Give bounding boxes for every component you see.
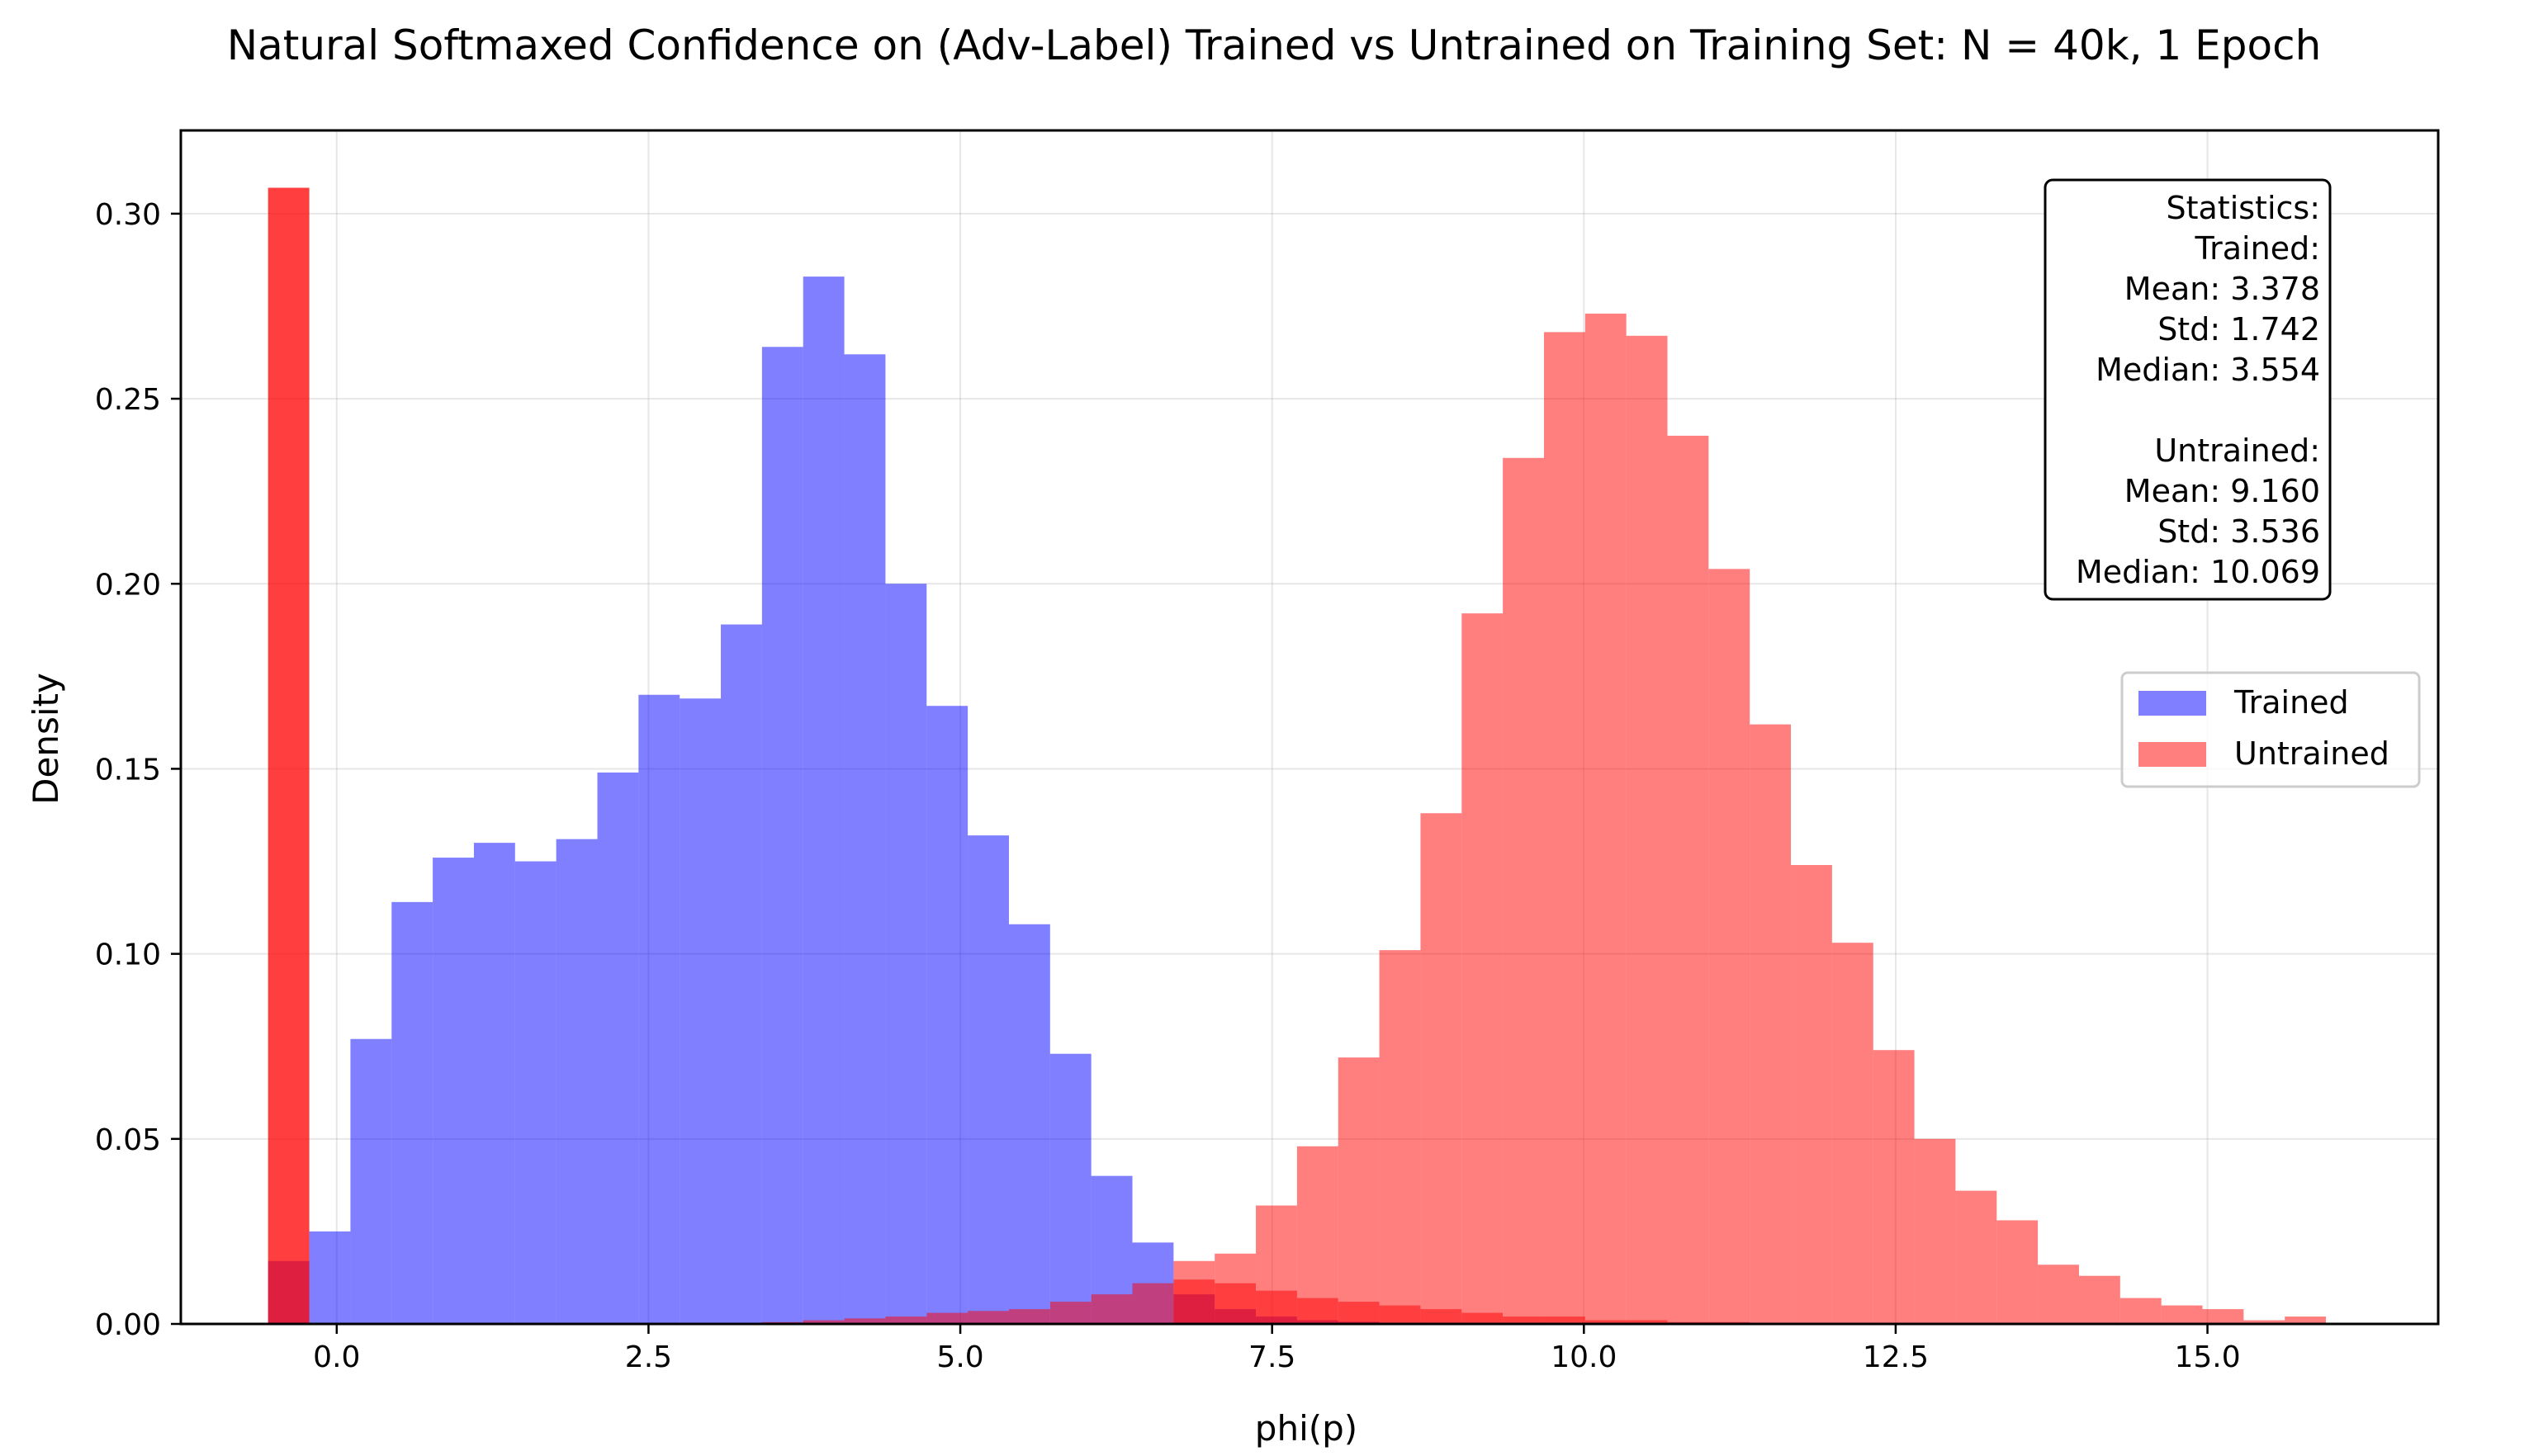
- y-tick-label: 0.10: [95, 938, 161, 972]
- trained-bar: [1049, 1053, 1092, 1324]
- untrained-bar: [2285, 1317, 2327, 1324]
- trained-bar: [391, 901, 433, 1324]
- untrained-bar: [2202, 1309, 2244, 1324]
- untrained-bar: [1914, 1138, 1956, 1324]
- legend-label-trained: Trained: [2233, 684, 2349, 721]
- stats-line: Std: 3.536: [2157, 513, 2320, 550]
- trained-bar: [761, 347, 803, 1325]
- trained-bar: [638, 694, 680, 1324]
- untrained-bar: [1708, 569, 1750, 1324]
- trained-bar: [597, 772, 639, 1324]
- statistics-box-frame: [2044, 178, 2332, 601]
- statistics-box: Statistics: Trained: Mean: 3.378 Std: 1.…: [2044, 178, 2332, 601]
- chart-title: Natural Softmaxed Confidence on (Adv-Lab…: [227, 21, 2322, 69]
- untrained-low-bar: [885, 1317, 927, 1324]
- x-tick-label: 0.0: [313, 1340, 360, 1374]
- plot-frame: [179, 129, 2440, 1326]
- stats-line: Median: 3.554: [2096, 352, 2320, 388]
- histogram-bars: [268, 187, 2327, 1325]
- trained-bar: [968, 835, 1009, 1324]
- trained-bar: [926, 706, 969, 1324]
- untrained-bar: [1215, 1253, 1257, 1324]
- trained-bar: [556, 839, 598, 1324]
- untrained-bar: [1584, 313, 1627, 1324]
- x-tick-label: 15.0: [2174, 1340, 2240, 1374]
- untrained-bar: [1379, 950, 1421, 1324]
- untrained-bar: [1296, 1146, 1338, 1324]
- x-tick-label: 7.5: [1248, 1340, 1295, 1374]
- stats-line: Trained:: [2195, 230, 2320, 267]
- stats-line: Mean: 9.160: [2124, 473, 2320, 509]
- y-tick-label: 0.15: [95, 753, 161, 787]
- y-tick-label: 0.20: [95, 568, 161, 602]
- trained-bar: [514, 861, 556, 1324]
- untrained-bar: [1996, 1220, 2039, 1324]
- untrained-low-bar: [803, 1320, 845, 1324]
- legend-swatch-trained: [2138, 691, 2206, 716]
- trained-bar: [433, 858, 474, 1324]
- x-tick-label: 5.0: [936, 1340, 983, 1374]
- untrained-low-bar: [844, 1318, 886, 1324]
- untrained-bar: [1420, 813, 1462, 1324]
- untrained-bar: [1503, 457, 1544, 1324]
- stats-line: Mean: 3.378: [2124, 271, 2320, 307]
- legend-label-untrained: Untrained: [2234, 735, 2389, 772]
- untrained-bar: [2243, 1320, 2285, 1324]
- axes: [171, 129, 2440, 1334]
- trained-bar: [803, 277, 845, 1325]
- untrained-bar: [1791, 865, 1832, 1324]
- untrained-low-bar: [1049, 1302, 1092, 1324]
- legend-swatch-untrained: [2138, 742, 2206, 767]
- trained-bar: [473, 843, 515, 1324]
- x-axis-label: phi(p): [1255, 1408, 1357, 1449]
- stats-line: Untrained:: [2154, 433, 2320, 469]
- untrained-bar: [268, 187, 310, 1324]
- stats-line: Median: 10.069: [2076, 554, 2320, 590]
- y-tick-label: 0.00: [95, 1308, 161, 1342]
- trained-bar: [844, 354, 886, 1324]
- untrained-bar: [2119, 1298, 2162, 1324]
- untrained-bar: [1173, 1260, 1215, 1324]
- stats-line: Std: 1.742: [2157, 311, 2320, 347]
- untrained-bar: [1461, 613, 1504, 1324]
- stats-line: Statistics:: [2166, 190, 2320, 226]
- untrained-low-bar: [1132, 1283, 1174, 1324]
- untrained-low-bar: [926, 1312, 969, 1324]
- y-axis-label: Density: [26, 673, 66, 805]
- untrained-bar: [1256, 1205, 1297, 1324]
- x-tick-label: 2.5: [625, 1340, 672, 1374]
- trained-bar: [350, 1038, 392, 1324]
- trained-bar: [1008, 924, 1050, 1324]
- untrained-bar: [1750, 724, 1792, 1324]
- tick-labels: 0.0 2.5 5.0 7.5 10.0 12.5 15.0 0.00 0.05 0.10 0.15…: [95, 198, 2241, 1374]
- x-tick-label: 10.0: [1551, 1340, 1617, 1374]
- untrained-low-bar: [1008, 1309, 1050, 1324]
- untrained-bar: [1831, 943, 1873, 1324]
- untrained-bar: [1543, 332, 1585, 1324]
- untrained-low-bar: [968, 1311, 1009, 1324]
- trained-bar: [680, 698, 722, 1324]
- x-tick-label: 12.5: [1863, 1340, 1929, 1374]
- untrained-bar: [1667, 435, 1709, 1324]
- untrained-bar: [2161, 1305, 2203, 1324]
- y-tick-label: 0.30: [95, 198, 161, 232]
- legend: Trained Untrained: [2120, 671, 2421, 788]
- trained-bar: [309, 1231, 351, 1324]
- untrained-bar: [1955, 1190, 1997, 1324]
- trained-bar: [885, 584, 927, 1324]
- untrained-bar: [2078, 1275, 2120, 1324]
- untrained-low-bar: [1091, 1294, 1133, 1324]
- untrained-bar: [1338, 1057, 1380, 1324]
- y-tick-label: 0.25: [95, 383, 161, 417]
- y-tick-label: 0.05: [95, 1123, 161, 1157]
- untrained-bar: [1873, 1050, 1915, 1324]
- untrained-bar: [2038, 1265, 2079, 1324]
- untrained-bar: [1626, 335, 1668, 1325]
- trained-bar: [721, 624, 762, 1324]
